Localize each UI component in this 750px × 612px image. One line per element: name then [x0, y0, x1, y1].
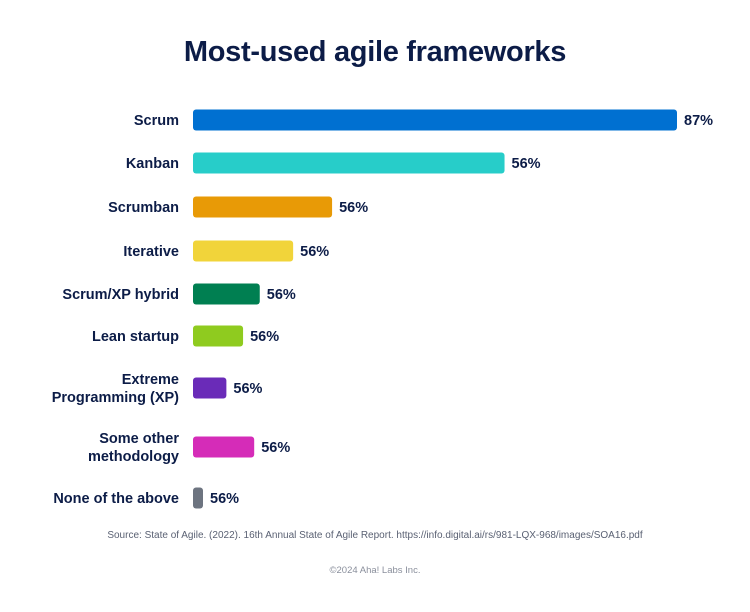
category-label-4: Scrum/XP hybrid	[62, 287, 179, 303]
value-label-6: 56%	[233, 381, 262, 397]
category-label-3: Iterative	[123, 244, 179, 260]
category-label-1: Kanban	[126, 156, 179, 172]
bar-2	[193, 196, 333, 218]
value-label-7: 56%	[261, 440, 290, 456]
value-label-4: 56%	[267, 287, 296, 303]
category-label-8: None of the above	[53, 491, 179, 507]
bar-4	[193, 283, 260, 305]
category-label-7: Some other methodology	[88, 431, 179, 465]
bar-7	[193, 436, 255, 458]
source-note: Source: State of Agile. (2022). 16th Ann…	[107, 530, 643, 541]
bar-5	[193, 325, 244, 347]
category-label-5: Lean startup	[92, 329, 179, 345]
chart-title: Most-used agile frameworks	[183, 36, 567, 68]
category-label-6: Extreme Programming (XP)	[52, 372, 179, 406]
value-label-2: 56%	[339, 200, 368, 216]
value-label-1: 56%	[512, 156, 541, 172]
category-label-2: Scrumban	[108, 200, 179, 216]
value-label-8: 56%	[210, 491, 239, 507]
bar-0	[193, 109, 677, 131]
value-label-5: 56%	[250, 329, 279, 345]
bar-1	[193, 152, 505, 174]
bar-6	[193, 377, 227, 399]
bar-8	[193, 487, 203, 509]
bar-3	[193, 240, 294, 262]
copyright-note: ©2024 Aha! Labs Inc.	[329, 565, 421, 576]
category-label-0: Scrum	[134, 113, 179, 129]
value-label-3: 56%	[300, 244, 329, 260]
value-label-0: 87%	[684, 113, 713, 129]
